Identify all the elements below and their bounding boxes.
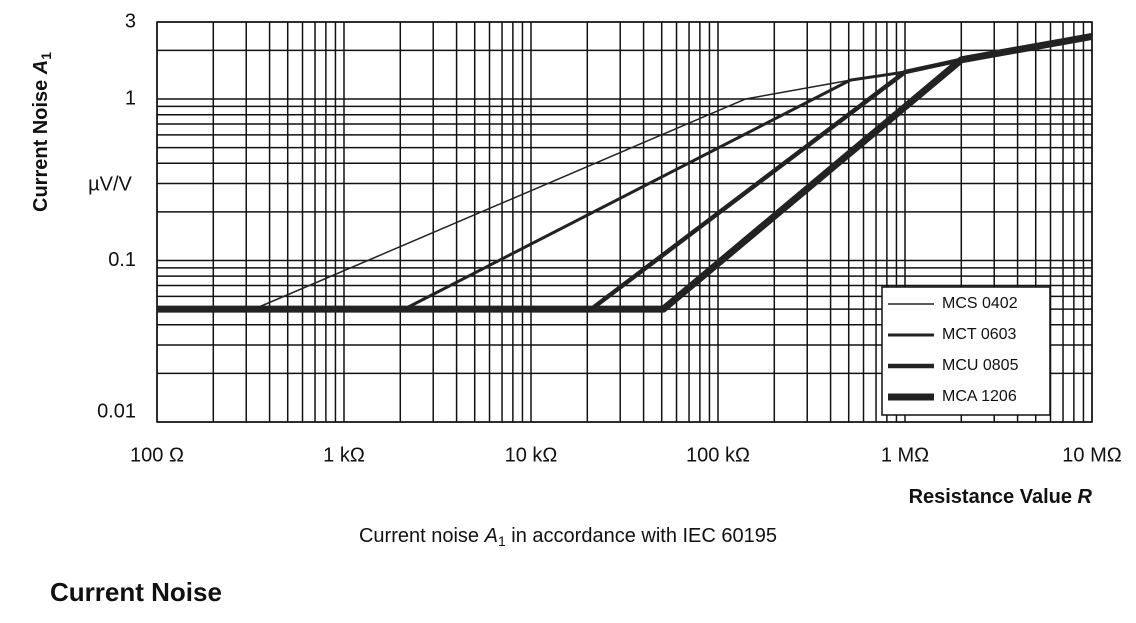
legend-label: MCS 0402 (942, 295, 1018, 312)
x-tick-label: 100 Ω (130, 444, 184, 466)
x-axis-title: Resistance Value R (909, 486, 1093, 508)
caption-symbol: A (484, 525, 498, 547)
legend-label: MCT 0603 (942, 326, 1017, 343)
x-title-text: Resistance Value (909, 486, 1078, 508)
y-tick-label: 0.1 (108, 249, 136, 271)
y-unit: µV/V (88, 173, 132, 195)
x-title-symbol: R (1078, 486, 1093, 508)
plot-frame (156, 21, 1093, 423)
y-tick-label: 0.01 (97, 400, 136, 422)
y-title-symbol: A (30, 60, 52, 75)
legend-label: MCA 1206 (942, 388, 1017, 405)
y-axis-title: Current Noise A1 (30, 52, 53, 212)
x-tick-label: 1 kΩ (323, 444, 365, 466)
caption-text: in accordance with IEC 60195 (506, 525, 777, 547)
section-title: Current Noise (50, 577, 222, 607)
y-title-subscript: 1 (38, 52, 54, 60)
legend-label: MCU 0805 (942, 357, 1019, 374)
caption-text: Current noise (359, 525, 485, 547)
y-tick-label: 1 (125, 87, 136, 109)
series-line (157, 33, 1093, 313)
x-tick-label: 10 MΩ (1062, 444, 1121, 466)
y-title-text: Current Noise (30, 74, 52, 212)
y-tick-label: 3 (125, 10, 136, 32)
x-tick-label: 100 kΩ (686, 444, 750, 466)
x-tick-label: 10 kΩ (505, 444, 558, 466)
caption: Current noise A1 in accordance with IEC … (359, 525, 777, 548)
x-tick-label: 1 MΩ (881, 444, 929, 466)
caption-subscript: 1 (498, 533, 506, 549)
